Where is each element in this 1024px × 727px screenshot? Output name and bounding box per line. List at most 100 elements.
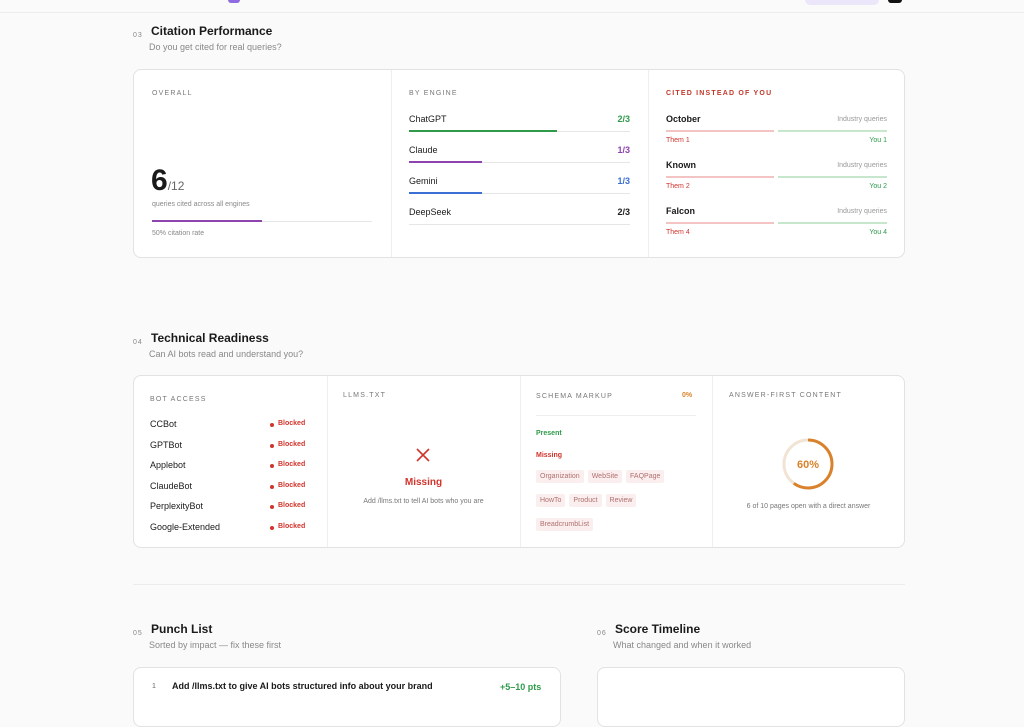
item[interactable]: Add /llms.txt to give AI bots structured… (172, 681, 433, 691)
engine-score: 2/3 (617, 207, 630, 217)
status: Missing (404, 477, 443, 488)
status-dot (270, 464, 274, 468)
engine-score: 1/3 (617, 145, 630, 155)
ring-arc (782, 438, 834, 490)
readiness-card: BOT ACCESS LLMS.TXT Missing Add /llms.tx… (133, 375, 905, 548)
score: 0% (682, 392, 693, 399)
competitor-context: Industry queries (837, 162, 887, 169)
bot-status: Blocked (278, 440, 306, 448)
status-dot (270, 505, 274, 509)
section-title: Citation Performance (151, 24, 273, 38)
punch-card: 1 Add /llms.txt to give AI bots structur… (133, 667, 561, 727)
cited-count: 6/12 (151, 164, 184, 198)
competitor-context: Industry queries (837, 116, 887, 123)
button[interactable] (805, 0, 879, 5)
section-number: 04 (133, 339, 143, 346)
cited: 6 (151, 164, 168, 197)
avatar[interactable] (888, 0, 902, 3)
logo-edge (228, 0, 240, 3)
schema-tag: BreadcrumbList (536, 518, 594, 531)
label: ANSWER-FIRST CONTENT (729, 392, 842, 399)
you: You 2 (869, 183, 887, 190)
bot-status: Blocked (278, 522, 306, 530)
engine-bar (409, 161, 482, 163)
schema-tag: Product (569, 494, 602, 507)
section-title: Punch List (151, 622, 213, 636)
rate: 50% citation rate (152, 230, 205, 237)
label: SCHEMA MARKUP (536, 393, 614, 400)
engine-name: Claude (409, 145, 438, 155)
you-bar (778, 222, 887, 224)
schema-tag: HowTo (536, 494, 566, 507)
missing: Missing (536, 452, 563, 459)
timeline-card (597, 667, 905, 727)
engine-name: Gemini (409, 176, 438, 186)
competitor-name: Known (666, 160, 696, 170)
section-subtitle: Sorted by impact — fix these first (149, 640, 282, 650)
total: /12 (167, 179, 185, 193)
percent: 60% (797, 459, 819, 471)
missing-icon (416, 448, 430, 462)
section-title: Technical Readiness (151, 331, 269, 345)
bot-status: Blocked (278, 461, 306, 468)
engine-track (409, 224, 630, 225)
section-number: 05 (133, 630, 143, 637)
them: Them 1 (666, 137, 690, 144)
rank: 1 (152, 683, 156, 690)
bot-status: Blocked (278, 420, 306, 427)
impact: +5–10 pts (500, 682, 542, 692)
you-bar (778, 176, 887, 178)
status-dot (270, 484, 274, 489)
status-dot (270, 443, 274, 448)
label: OVERALL (152, 90, 193, 97)
status-dot (270, 423, 274, 427)
bot-status: Blocked (278, 481, 306, 489)
rate-bar (152, 220, 262, 222)
schema-tag: Organization (536, 470, 584, 483)
caption: 6 of 10 pages open with a direct answer (746, 503, 871, 510)
engine-bar (409, 130, 557, 132)
section-number: 03 (133, 32, 143, 39)
bot-name: GPTBot (150, 439, 183, 450)
section-subtitle: Can AI bots read and understand you? (149, 349, 304, 359)
them: Them 4 (666, 229, 690, 236)
engine-score: 1/3 (617, 176, 630, 186)
competitor-name: Falcon (666, 206, 696, 216)
hint: Add /llms.txt to tell AI bots who you ar… (363, 498, 484, 505)
ring: 60% (782, 438, 834, 490)
them: Them 2 (666, 183, 690, 190)
schema-tag: WebSite (587, 470, 623, 483)
engine-score: 2/3 (617, 114, 630, 124)
engine-bar (409, 192, 482, 194)
citation-card: OVERALL 6/12 queries cited across all en… (133, 69, 905, 258)
engine-name: ChatGPT (409, 114, 447, 124)
present: Present (536, 430, 562, 437)
top-bar-border (0, 12, 1024, 13)
schema-tag: Review (605, 494, 637, 507)
bot-name: CCBot (150, 419, 177, 429)
them-bar (666, 222, 774, 224)
engine-name: DeepSeek (409, 207, 452, 217)
section-subtitle: Do you get cited for real queries? (149, 42, 282, 52)
them-bar (666, 176, 774, 178)
bot-status: Blocked (278, 502, 306, 509)
caption: queries cited across all engines (152, 201, 250, 208)
label: CITED INSTEAD OF YOU (666, 90, 773, 97)
section-number: 06 (597, 630, 607, 637)
rate-track (152, 221, 372, 222)
divider (536, 415, 696, 416)
bot-name: Google-Extended (150, 521, 221, 532)
status-dot (270, 525, 274, 530)
you: You 4 (869, 229, 887, 236)
tags: Organization WebSite FAQPage HowTo Product Re… (536, 465, 696, 537)
you-bar (778, 130, 887, 132)
competitor-context: Industry queries (837, 208, 887, 215)
section-subtitle: What changed and when it worked (613, 640, 752, 650)
section-title: Score Timeline (615, 622, 701, 636)
label: LLMS.TXT (343, 392, 387, 399)
schema-tag: FAQPage (626, 470, 665, 483)
label: BY ENGINE (409, 90, 458, 97)
engine-track (409, 162, 630, 163)
competitor-name: October (666, 114, 701, 124)
